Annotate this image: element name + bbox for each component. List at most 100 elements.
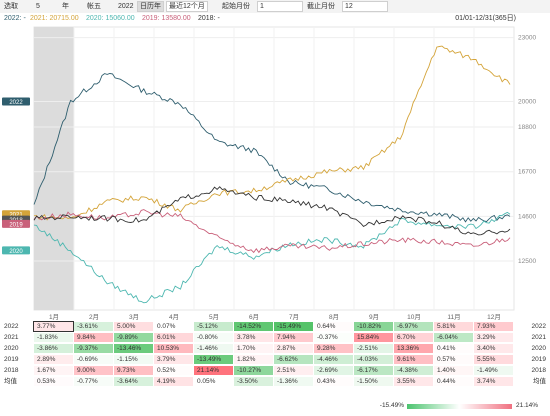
table-cell: -6.62% (274, 355, 313, 364)
row-label: 2021 (4, 334, 19, 341)
row-label-right: 2021 (531, 334, 546, 341)
table-cell: -10.82% (354, 322, 393, 331)
x-tick-label: 10月 (407, 313, 421, 321)
table-cell: -1.49% (474, 366, 513, 375)
series-marker-2022: 2022 (2, 97, 30, 106)
series-marker-2019: 2019 (2, 219, 30, 228)
y-tick-label: 18800 (518, 124, 536, 131)
table-cell: 6.01% (154, 333, 193, 342)
y-tick-label: 16700 (518, 169, 536, 176)
table-row: 2021 -1.83% 9.84% -9.89% 6.01% -0.80% 3.78% 7.9… (0, 333, 550, 343)
table-cell: -1.46% (194, 344, 233, 353)
table-row: 2018 1.67% 9.00% 9.73% 0.52% 21.14% -10.27% 2.5… (0, 366, 550, 376)
table-cell: -4.46% (314, 355, 353, 364)
row-label: 2020 (4, 345, 19, 352)
year-2022-button[interactable]: 2022 (118, 3, 134, 10)
end-month-label: 截止月份 (307, 3, 335, 10)
start-month-select[interactable]: 1 (257, 1, 303, 12)
select-button[interactable]: 选取 (4, 3, 18, 10)
x-tick-label: 5月 (209, 313, 219, 321)
x-tick-label: 8月 (329, 313, 339, 321)
table-cell: 5.81% (434, 322, 473, 331)
color-scale: -15.49% 21.14% (0, 398, 550, 416)
date-range-label: 01/01-12/31(365日) (455, 15, 516, 22)
table-row: 2020 -3.86% -9.37% -13.46% 10.53% -1.46% 1.70%… (0, 344, 550, 354)
start-month-label: 起始月份 (222, 3, 250, 10)
table-cell: -3.86% (34, 344, 73, 353)
marker-label: 2020 (9, 249, 23, 255)
table-cell: 3.78% (234, 333, 273, 342)
table-cell: 13.36% (394, 344, 433, 353)
year-button[interactable]: 年 (62, 3, 69, 10)
row-label: 2019 (4, 356, 19, 363)
table-cell: 21.14% (194, 366, 233, 375)
row-label: 2022 (4, 323, 19, 330)
table-cell: -10.27% (234, 366, 273, 375)
table-cell: 9.61% (394, 355, 433, 364)
table-cell: -0.69% (74, 355, 113, 364)
table-cell: -1.15% (114, 355, 153, 364)
years-5-button[interactable]: 5 (36, 3, 40, 10)
table-cell: -4.03% (354, 355, 393, 364)
y-tick-label: 12500 (518, 258, 536, 265)
marker-label: 2019 (9, 222, 23, 228)
calendar-year-button[interactable]: 日历年 (137, 1, 164, 12)
table-cell: 9.00% (74, 366, 113, 375)
table-cell: 3.77% (33, 321, 74, 332)
table-cell: -3.61% (74, 322, 113, 331)
x-tick-label: 12月 (487, 313, 501, 321)
marker-badge (2, 219, 30, 228)
table-cell: -1.36% (274, 377, 313, 386)
table-cell: 9.84% (74, 333, 113, 342)
table-cell: 3.79% (154, 355, 193, 364)
scale-gradient (407, 404, 512, 409)
y-tick-label: 23000 (518, 35, 536, 42)
table-cell: 3.74% (474, 377, 513, 386)
scale-max-label: 21.14% (516, 402, 539, 409)
legend-2018: 2018: - (198, 15, 220, 22)
table-cell: -0.77% (74, 377, 113, 386)
account-button[interactable]: 帐五 (87, 3, 101, 10)
table-cell: -3.64% (114, 377, 153, 386)
table-cell: 3.40% (474, 344, 513, 353)
table-cell: 2.51% (274, 366, 313, 375)
table-cell: 7.93% (474, 322, 513, 331)
table-row: 2022 3.77% -3.61% 5.00% 0.07% -5.12% -14.52% -1… (0, 321, 550, 332)
legend-2020: 2020: 15060.00 (86, 15, 135, 22)
x-tick-label: 2月 (89, 313, 99, 321)
table-cell: 4.19% (154, 377, 193, 386)
table-cell: -6.04% (434, 333, 473, 342)
table-cell: 0.43% (314, 377, 353, 386)
table-cell: -0.80% (194, 333, 233, 342)
table-cell: 3.55% (394, 377, 433, 386)
table-cell: 0.57% (434, 355, 473, 364)
marker-label: 2022 (9, 100, 23, 106)
series-marker-2020: 2020 (2, 246, 30, 255)
line-chart: 23000 20000 18800 16700 14600 12500 1月 2月 3月 4月 5月… (2, 26, 536, 321)
x-tick-label: 3月 (129, 313, 139, 321)
legend: 2022: - 2021: 20715.00 2020: 15060.00 20… (0, 13, 550, 25)
x-tick-label: 4月 (169, 313, 179, 321)
y-tick-label: 20000 (518, 98, 536, 105)
table-row: 均值 0.53% -0.77% -3.64% 4.19% 0.05% -3.50% -1.36… (0, 377, 550, 387)
y-tick-label: 14600 (518, 213, 536, 220)
last-12-months-button[interactable]: 最近12个月 (166, 1, 208, 12)
table-cell: -1.50% (354, 377, 393, 386)
table-cell: 0.64% (314, 322, 353, 331)
legend-2021: 2021: 20715.00 (30, 15, 79, 22)
table-cell: 0.44% (434, 377, 473, 386)
series-line-2019 (33, 209, 511, 254)
table-cell: -4.38% (394, 366, 433, 375)
table-cell: -9.89% (114, 333, 153, 342)
x-tick-label: 6月 (249, 313, 259, 321)
row-label-right: 2020 (531, 345, 546, 352)
x-tick-label: 9月 (369, 313, 379, 321)
table-cell: -14.52% (234, 322, 273, 331)
end-month-select[interactable]: 12 (342, 1, 388, 12)
table-cell: 1.67% (34, 366, 73, 375)
series-line-2018 (33, 186, 511, 236)
row-label-right: 均值 (533, 378, 546, 385)
table-cell: 2.89% (34, 355, 73, 364)
table-cell: -3.50% (234, 377, 273, 386)
table-cell: 15.84% (354, 333, 393, 342)
